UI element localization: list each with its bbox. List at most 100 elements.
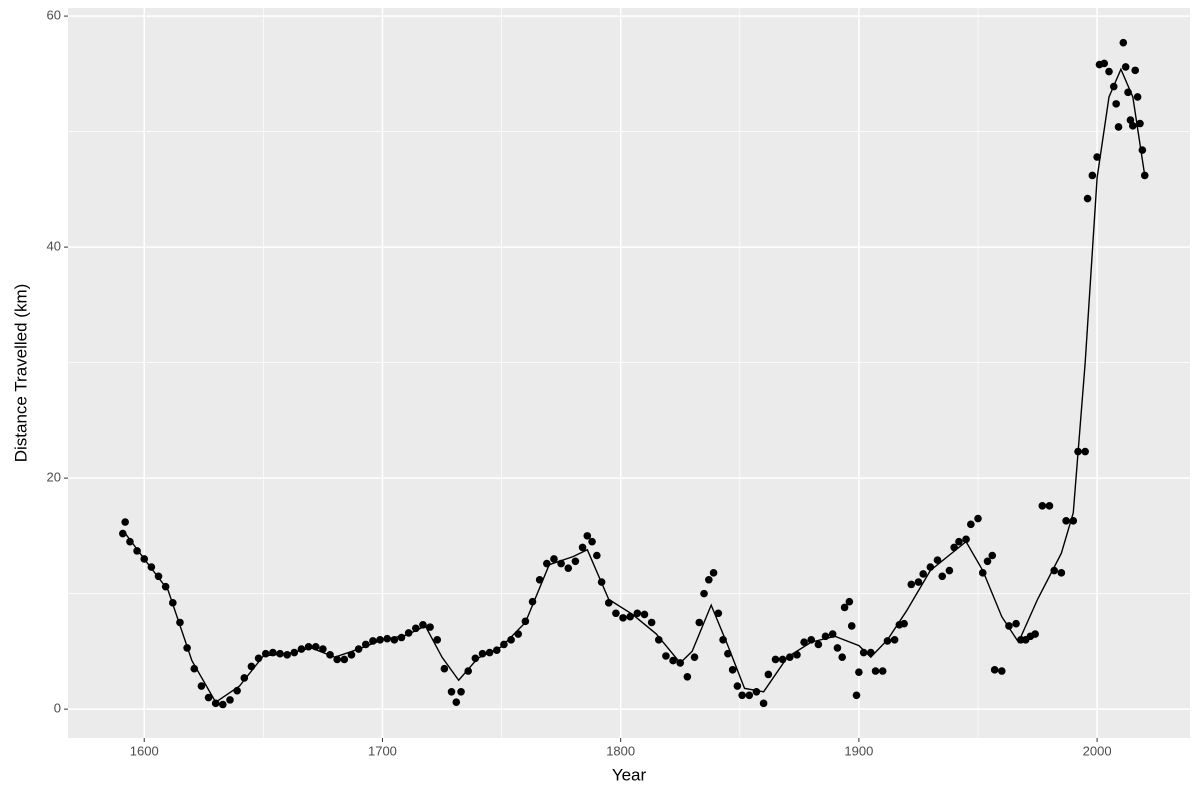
point	[593, 551, 601, 560]
x-tick-label: 1800	[606, 743, 635, 758]
point	[219, 700, 227, 709]
point	[452, 698, 461, 706]
point	[933, 556, 942, 564]
x-tick-label: 1700	[368, 743, 397, 758]
point	[583, 532, 592, 540]
smooth-line	[122, 67, 1146, 704]
point	[814, 640, 823, 649]
point	[1093, 153, 1101, 161]
point	[340, 655, 349, 664]
point	[683, 672, 692, 681]
point	[705, 575, 713, 584]
point	[974, 514, 982, 523]
point	[588, 537, 596, 546]
point	[1045, 502, 1054, 510]
point	[471, 654, 480, 663]
point	[433, 636, 442, 644]
point	[690, 653, 699, 661]
point	[709, 569, 718, 577]
point	[633, 609, 642, 618]
point	[447, 687, 456, 696]
point	[983, 557, 992, 566]
point	[847, 622, 856, 630]
point	[1129, 122, 1137, 130]
point	[514, 630, 523, 638]
point	[1057, 569, 1066, 577]
point	[1100, 59, 1109, 68]
point	[457, 687, 465, 696]
point	[714, 609, 723, 618]
point	[759, 699, 768, 708]
point	[1012, 619, 1020, 628]
point	[871, 667, 880, 675]
point	[845, 597, 854, 606]
point	[1131, 66, 1140, 75]
point	[859, 648, 868, 657]
point	[550, 555, 558, 563]
point	[764, 670, 773, 679]
point	[1081, 447, 1089, 456]
point	[578, 543, 587, 552]
point	[612, 609, 620, 618]
point	[700, 589, 708, 598]
point	[240, 674, 249, 682]
point	[654, 636, 663, 644]
point	[962, 535, 970, 544]
point	[1062, 517, 1070, 525]
point	[571, 557, 580, 566]
point	[1105, 67, 1113, 76]
point	[319, 645, 327, 653]
point	[1114, 123, 1123, 131]
point	[121, 518, 129, 526]
y-tick-label: 20	[47, 470, 61, 485]
point	[662, 652, 670, 660]
point	[669, 656, 677, 665]
point	[347, 651, 356, 659]
point	[1119, 38, 1128, 47]
point	[988, 551, 997, 560]
point	[640, 610, 649, 619]
point	[907, 580, 916, 589]
point	[745, 691, 754, 700]
marks	[118, 38, 1149, 709]
point	[1136, 119, 1144, 128]
point	[440, 664, 449, 673]
point	[1088, 171, 1097, 180]
point	[197, 682, 206, 690]
point	[1126, 116, 1135, 124]
point	[967, 520, 975, 529]
point	[900, 619, 908, 628]
point	[945, 566, 954, 575]
point	[507, 636, 515, 644]
point	[840, 603, 849, 612]
point	[883, 637, 892, 645]
point	[204, 693, 213, 702]
point	[919, 570, 927, 578]
point	[878, 667, 887, 675]
point	[771, 655, 780, 664]
panel	[68, 8, 1190, 738]
point	[738, 691, 746, 700]
point	[247, 662, 256, 671]
point	[1083, 194, 1092, 203]
y-axis-title: Distance Travelled (km)	[11, 284, 30, 463]
point	[1031, 630, 1039, 638]
point	[1038, 502, 1047, 510]
point	[833, 644, 842, 652]
point	[426, 623, 434, 631]
point	[695, 618, 704, 627]
x-tick-label: 1600	[130, 743, 159, 758]
point	[914, 578, 923, 586]
point	[1121, 63, 1130, 71]
point	[938, 572, 947, 581]
point	[1050, 566, 1059, 575]
point	[890, 636, 899, 644]
point	[855, 668, 863, 676]
point	[1133, 93, 1142, 101]
point	[852, 691, 861, 700]
point	[226, 696, 234, 704]
y-tick-label: 40	[47, 239, 61, 254]
point	[1112, 100, 1120, 108]
point	[647, 618, 656, 627]
